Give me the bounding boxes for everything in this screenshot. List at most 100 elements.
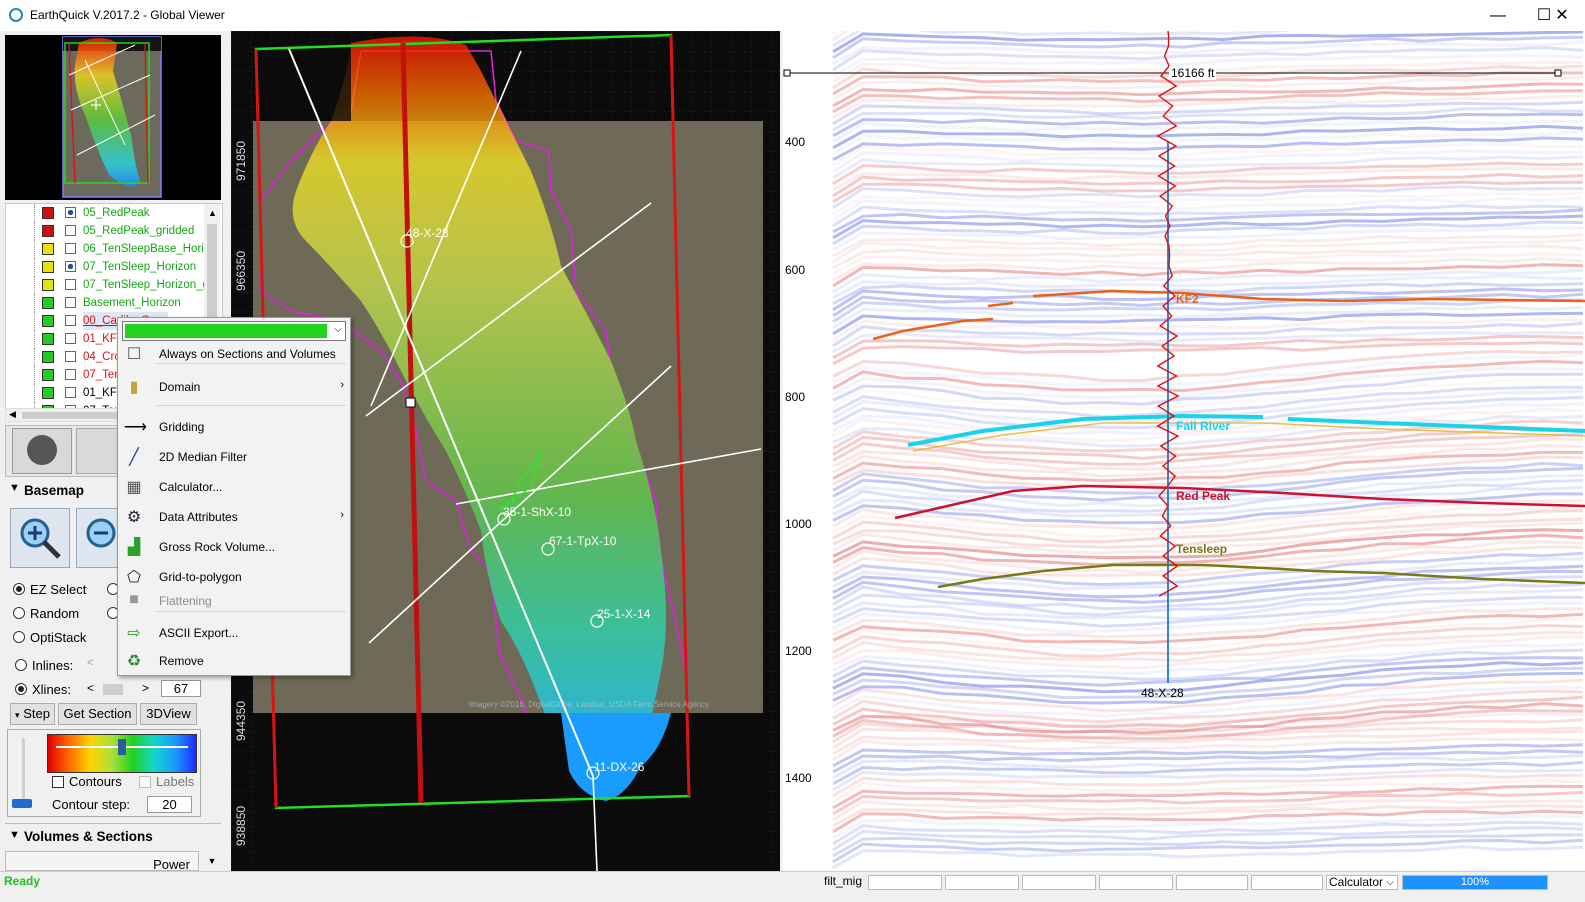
status-field — [1176, 875, 1248, 890]
xline-input[interactable]: 67 — [161, 680, 201, 697]
reflector — [832, 311, 1584, 336]
menu-item-gridding[interactable]: ⟶ Gridding — [118, 415, 348, 439]
menu-item-data-attributes[interactable]: ⚙ Data Attributes › — [118, 505, 348, 529]
reflector — [832, 499, 1584, 532]
layer-row[interactable]: 07_Ten — [6, 402, 206, 409]
reflector — [832, 617, 1584, 653]
layer-row[interactable]: 07_TenSleep_Horizon_g — [6, 276, 209, 294]
inlines-radio[interactable] — [15, 659, 27, 671]
layer-checkbox[interactable] — [65, 405, 76, 409]
contour-step-input[interactable]: 20 — [147, 796, 192, 813]
layer-row[interactable]: 07_TenSleep_Horizon — [6, 258, 206, 276]
menu-item-always-on-sections-and-volumes[interactable]: ☐ Always on Sections and Volumes — [118, 342, 348, 366]
mode-radio-2[interactable] — [13, 631, 25, 643]
layer-row[interactable]: 05_RedPeak_gridded — [6, 222, 206, 240]
menu-item-label: Gross Rock Volume... — [159, 540, 276, 554]
step-button[interactable]: ▾ Step — [10, 703, 55, 725]
get-section-button[interactable]: Get Section — [58, 703, 137, 725]
vertical-slider-track[interactable] — [22, 738, 25, 804]
menu-item-ascii-export[interactable]: ⇨ ASCII Export... — [118, 621, 348, 645]
reflector — [832, 450, 1584, 483]
layer-checkbox[interactable] — [65, 207, 76, 218]
colorbar[interactable] — [47, 734, 197, 773]
well-label[interactable]: 35-1-ShX-10 — [503, 505, 572, 519]
labels-checkbox[interactable] — [139, 776, 151, 788]
layer-row[interactable]: 04_Cro — [6, 348, 206, 366]
cube-icon — [42, 405, 54, 409]
layer-checkbox[interactable] — [65, 315, 76, 326]
maximize-button[interactable]: ☐ — [1536, 7, 1552, 24]
reflector — [832, 533, 1584, 567]
colorbar-handle[interactable] — [118, 739, 126, 755]
submenu-arrow-icon: › — [340, 509, 344, 521]
mode-radio-0[interactable] — [13, 583, 25, 595]
volumes-section-header[interactable]: ▼ Volumes & Sections — [5, 823, 221, 848]
layer-row[interactable]: 05_RedPeak — [6, 204, 206, 222]
well-label[interactable]: 11-DX-26 — [594, 760, 645, 774]
reflector — [832, 385, 1584, 419]
xlines-radio[interactable] — [15, 683, 27, 695]
mode-radio-1[interactable] — [13, 607, 25, 619]
zoom-out-button[interactable] — [76, 508, 118, 568]
ruler-icon: ▮ — [129, 379, 139, 396]
3dview-button[interactable]: 3DView — [140, 703, 197, 725]
layer-row[interactable]: Basement_Horizon — [6, 294, 206, 312]
layer-checkbox[interactable] — [65, 243, 76, 254]
menu-item-label: ASCII Export... — [159, 626, 239, 640]
reflector — [832, 540, 1584, 574]
layer-checkbox[interactable] — [65, 297, 76, 308]
menu-item-remove[interactable]: ♻ Remove — [118, 649, 348, 673]
menu-item-2d-median-filter[interactable]: ╱ 2D Median Filter — [118, 445, 348, 469]
overview-map[interactable] — [5, 35, 221, 200]
well-label[interactable]: 25-1-X-14 — [597, 607, 651, 621]
basemap-section-header[interactable]: ▼ Basemap — [5, 479, 221, 501]
checkbox-icon: ☐ — [126, 346, 142, 363]
zoom-in-button[interactable] — [10, 508, 70, 568]
well-label[interactable]: 67-1-TpX-10 — [549, 534, 617, 548]
attributes-icon: ⚙ — [126, 509, 142, 526]
layer-row[interactable]: 07_Ten — [6, 366, 206, 384]
layer-checkbox[interactable] — [65, 279, 76, 290]
inline-prev-icon[interactable]: < — [87, 657, 94, 669]
layer-checkbox[interactable] — [65, 351, 76, 362]
tool-dropdown[interactable]: Calculator ⌵ — [1326, 875, 1398, 890]
color-dropdown[interactable]: ⌵ — [122, 321, 346, 341]
menu-item-label: Always on Sections and Volumes — [159, 347, 336, 361]
menu-item-gross-rock-volume[interactable]: ▟ Gross Rock Volume... — [118, 535, 348, 559]
contours-checkbox[interactable] — [52, 776, 64, 788]
xline-next-button[interactable]: > — [142, 681, 150, 695]
reflector — [832, 341, 1584, 366]
volumes-scroll-down-icon[interactable]: ▼ — [204, 851, 220, 871]
menu-item-calculator[interactable]: ▦ Calculator... — [118, 475, 348, 499]
reflector — [832, 437, 1584, 471]
reflector — [832, 100, 1584, 126]
layer-row[interactable]: 01_KF2 — [6, 384, 206, 402]
reflector — [832, 517, 1584, 549]
xline-slider[interactable] — [103, 684, 123, 695]
minimize-button[interactable]: — — [1490, 7, 1506, 24]
layer-checkbox[interactable] — [65, 333, 76, 344]
menu-item-domain[interactable]: ▮ Domain › — [118, 375, 348, 399]
status-field — [1022, 875, 1096, 890]
close-button[interactable]: ✕ — [1555, 7, 1569, 24]
layer-checkbox[interactable] — [65, 225, 76, 236]
layer-label: 07_TenSleep_Horizon — [83, 261, 197, 273]
progress-bar: 100% — [1402, 875, 1548, 890]
menu-item-grid-to-polygon[interactable]: ⬠ Grid-to-polygon — [118, 565, 348, 589]
well-label[interactable]: 48-X-28 — [406, 226, 449, 240]
cube-icon — [42, 207, 54, 219]
layer-row[interactable]: 01_KF2 — [6, 330, 206, 348]
y-axis-tick-2: 944350 — [234, 700, 248, 741]
reflector — [832, 521, 1584, 555]
contour-slider-handle[interactable] — [12, 799, 32, 808]
xline-prev-button[interactable]: < — [87, 681, 95, 695]
layer-checkbox[interactable] — [65, 369, 76, 380]
reflector — [832, 754, 1584, 780]
layer-checkbox[interactable] — [65, 261, 76, 272]
status-field — [1251, 875, 1323, 890]
seismic-section-view[interactable]: 16166 ft 400 600 800 1000 1200 1400 KF2 … — [783, 31, 1585, 871]
basemap-settings-button[interactable] — [12, 428, 72, 474]
layer-row[interactable]: 06_TenSleepBase_Horiz — [6, 240, 210, 258]
layer-checkbox[interactable] — [65, 387, 76, 398]
layer-label: 01_KF2 — [83, 387, 124, 399]
